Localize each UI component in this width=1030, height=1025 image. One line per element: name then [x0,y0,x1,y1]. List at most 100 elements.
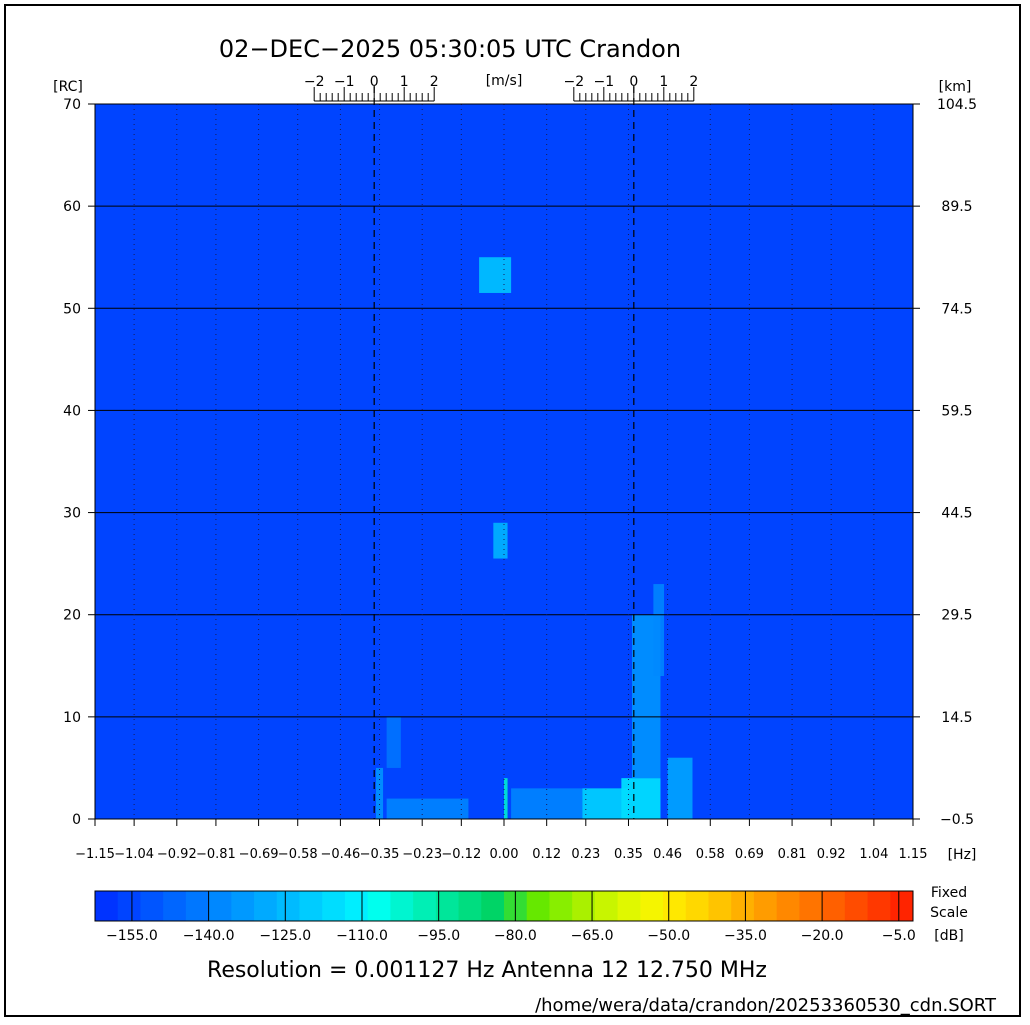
signal-patch-6 [667,757,693,819]
x-tick-label-7: −0.35 [360,847,400,862]
signal-patch-10 [504,778,508,819]
colorbar-tick-label-8: −35.0 [724,928,767,944]
signal-patch-8 [375,767,384,819]
y-tick-label-left-0: 0 [72,812,81,828]
signal-patch-7 [386,716,401,768]
colorbar-label-scale: Scale [930,905,968,921]
grid-lines [95,104,913,819]
colorbar-swatch-11 [344,891,369,921]
velocity-scale-1-label-0: −2 [563,74,584,90]
y-tick-label-right-0: −0.5 [940,812,974,828]
signal-patch-1 [493,522,508,559]
colorbar-swatch-16 [458,891,482,921]
right-axis-unit: [km] [939,79,972,95]
signal-patch-3 [582,788,629,819]
velocity-scale-0-label-1: −1 [334,74,355,90]
colorbar-swatch-20 [549,891,573,921]
signal-patch-9 [386,798,469,819]
y-tick-label-left-7: 70 [63,97,81,113]
colorbar-swatch-15 [435,891,460,921]
colorbar-swatch-5 [208,891,232,921]
colorbar-swatch-10 [322,891,346,921]
signal-patch-11 [511,788,583,819]
colorbar-swatch-9 [299,891,323,921]
colorbar-swatch-12 [367,891,391,921]
colorbar-tick-label-9: −20.0 [801,928,844,944]
colorbar-swatch-27 [708,891,732,921]
velocity-scale-0-label-0: −2 [304,74,325,90]
velocity-scale-1-label-3: 1 [659,74,668,90]
x-tick-label-12: 0.23 [571,847,600,862]
velocity-scale-0-label-2: 0 [370,74,379,90]
heatmap-background [95,104,913,819]
left-axis-unit: [RC] [53,79,83,95]
colorbar-swatch-26 [685,891,709,921]
y-tick-label-right-7: 104.5 [937,97,977,113]
colorbar-swatch-23 [617,891,641,921]
x-tick-label-1: −1.04 [114,847,154,862]
colorbar-swatch-2 [140,891,164,921]
colorbar-swatch-34 [867,891,891,921]
colorbar-tick-label-4: −95.0 [417,928,460,944]
x-tick-label-3: −0.81 [196,847,236,862]
colorbar-tick-label-3: −110.0 [336,928,388,944]
y-tick-label-right-1: 14.5 [941,710,972,726]
colorbar-label-unit: [dB] [934,928,963,944]
colorbar-swatch-31 [799,891,823,921]
figure-frame [4,4,1021,1017]
colorbar-swatch-22 [594,891,619,921]
colorbar-swatch-28 [731,891,755,921]
colorbar-tick-label-10: −5.0 [882,928,916,944]
y-tick-label-right-3: 44.5 [941,506,972,522]
resolution-text: Resolution = 0.001127 Hz Antenna 12 12.7… [207,958,767,983]
colorbar-swatch-35 [890,891,914,921]
velocity-scale-1-label-2: 0 [629,74,638,90]
x-tick-label-17: 0.81 [778,847,807,862]
x-tick-label-20: 1.15 [899,847,928,862]
colorbar-swatch-29 [753,891,778,921]
x-tick-label-19: 1.04 [859,847,888,862]
colorbar-tick-label-7: −50.0 [647,928,690,944]
top-axis-unit: [m/s] [486,73,523,89]
colorbar-swatch-25 [663,891,687,921]
colorbar-swatch-24 [640,891,664,921]
velocity-scale-0-label-3: 1 [400,74,409,90]
x-tick-label-4: −0.69 [239,847,279,862]
colorbar-swatch-33 [844,891,869,921]
velocity-scale-1-label-4: 2 [689,74,698,90]
velocity-scale-1-label-1: −1 [593,74,614,90]
y-tick-label-left-6: 60 [63,199,81,215]
colorbar-swatch-4 [185,891,210,921]
x-tick-label-10: 0.00 [490,847,519,862]
signal-patch-0 [479,257,512,293]
x-tick-label-16: 0.69 [735,847,764,862]
y-tick-label-left-1: 10 [63,710,81,726]
y-tick-label-left-5: 50 [63,301,81,317]
colorbar: −155.0 −140.0 −125.0 −110.0 −95.0 −80.0 −65.0 −… [94,890,916,944]
colorbar-swatch-19 [526,891,550,921]
x-tick-label-5: −0.58 [278,847,318,862]
file-path-text: /home/wera/data/crandon/20253360530_cdn.… [535,995,997,1016]
chart-title: 02−DEC−2025 05:30:05 UTC Crandon [219,35,681,63]
x-tick-label-14: 0.46 [653,847,682,862]
x-tick-label-0: −1.15 [75,847,115,862]
x-axis-unit: [Hz] [948,847,977,863]
colorbar-swatch-0 [95,891,119,921]
y-tick-label-left-2: 20 [63,608,81,624]
y-tick-label-left-3: 30 [63,506,81,522]
velocity-scale-0-label-4: 2 [430,74,439,90]
y-tick-label-right-4: 59.5 [941,403,972,419]
x-tick-label-11: 0.12 [532,847,561,862]
y-tick-label-right-6: 89.5 [941,199,972,215]
y-tick-label-right-2: 29.5 [941,608,972,624]
x-tick-label-6: −0.46 [320,847,360,862]
colorbar-swatch-21 [572,891,596,921]
colorbar-swatch-32 [822,891,846,921]
x-tick-label-2: −0.92 [157,847,197,862]
colorbar-tick-label-1: −140.0 [183,928,235,944]
signal-patch-5 [653,584,665,676]
y-tick-label-left-4: 40 [63,403,81,419]
colorbar-swatch-1 [117,891,141,921]
x-tick-label-15: 0.58 [696,847,725,862]
